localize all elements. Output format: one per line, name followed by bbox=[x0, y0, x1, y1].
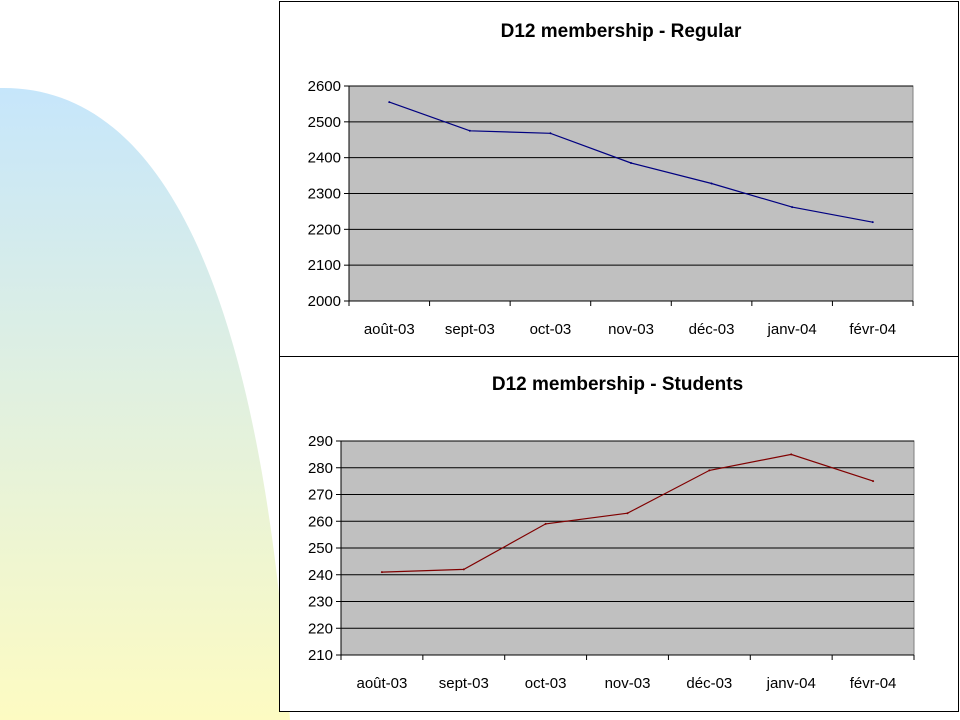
chart-regular-panel: D12 membership - Regular 2000 2100 2200 2300… bbox=[279, 1, 959, 357]
x-tick-label: août-03 bbox=[356, 675, 407, 692]
chart-title: D12 membership - Regular bbox=[501, 21, 742, 42]
regular-data-point bbox=[549, 132, 552, 135]
regular-data-point bbox=[468, 129, 471, 132]
chart-title: D12 membership - Students bbox=[492, 374, 743, 395]
x-tick-label: août-03 bbox=[364, 321, 415, 338]
chart-students: D12 membership - Students 210 220 230 240 250… bbox=[308, 374, 915, 692]
x-tick-label: janv-04 bbox=[766, 675, 816, 692]
x-tick-label: déc-03 bbox=[689, 321, 735, 338]
x-tick-label: févr-04 bbox=[849, 321, 896, 338]
x-tick-label: nov-03 bbox=[608, 321, 654, 338]
regular-data-point bbox=[871, 221, 874, 224]
y-tick-label: 2300 bbox=[308, 186, 341, 203]
regular-data-point bbox=[388, 101, 391, 104]
x-tick-label: sept-03 bbox=[445, 321, 495, 338]
x-tick-label: janv-04 bbox=[767, 321, 817, 338]
y-tick-label: 2100 bbox=[308, 257, 341, 274]
students-data-point bbox=[626, 512, 629, 515]
regular-data-point bbox=[630, 162, 632, 165]
y-tick-label: 2600 bbox=[308, 78, 341, 95]
x-tick-label: nov-03 bbox=[605, 675, 651, 692]
y-tick-label: 250 bbox=[308, 540, 333, 557]
students-data-point bbox=[872, 480, 875, 483]
y-tick-label: 260 bbox=[308, 513, 333, 530]
students-data-point bbox=[380, 571, 383, 574]
x-tick-label: oct-03 bbox=[525, 675, 567, 692]
y-tick-label: 230 bbox=[308, 594, 333, 611]
y-tick-label: 2000 bbox=[308, 293, 341, 310]
x-tick-label: sept-03 bbox=[439, 675, 489, 692]
y-tick-label: 270 bbox=[308, 487, 333, 504]
chart-students-panel: D12 membership - Students 210 220 230 240 250… bbox=[279, 356, 959, 712]
y-tick-label: 2200 bbox=[308, 221, 341, 238]
regular-data-point bbox=[791, 206, 794, 209]
chart-regular: D12 membership - Regular 2000 2100 2200 2300… bbox=[308, 21, 914, 338]
y-tick-label: 210 bbox=[308, 647, 333, 664]
students-data-point bbox=[462, 568, 465, 571]
regular-data-point bbox=[710, 182, 713, 185]
y-tick-label: 290 bbox=[308, 433, 333, 450]
y-tick-label: 2400 bbox=[308, 150, 341, 167]
x-tick-label: févr-04 bbox=[850, 675, 897, 692]
x-tick-label: déc-03 bbox=[686, 675, 732, 692]
y-tick-label: 2500 bbox=[308, 114, 341, 131]
students-data-point bbox=[544, 522, 547, 525]
y-tick-label: 280 bbox=[308, 460, 333, 477]
y-tick-label: 220 bbox=[308, 620, 333, 637]
students-data-point bbox=[790, 453, 793, 456]
y-tick-label: 240 bbox=[308, 567, 333, 584]
students-data-point bbox=[708, 469, 711, 472]
x-tick-label: oct-03 bbox=[530, 321, 572, 338]
decorative-arc bbox=[0, 87, 290, 720]
